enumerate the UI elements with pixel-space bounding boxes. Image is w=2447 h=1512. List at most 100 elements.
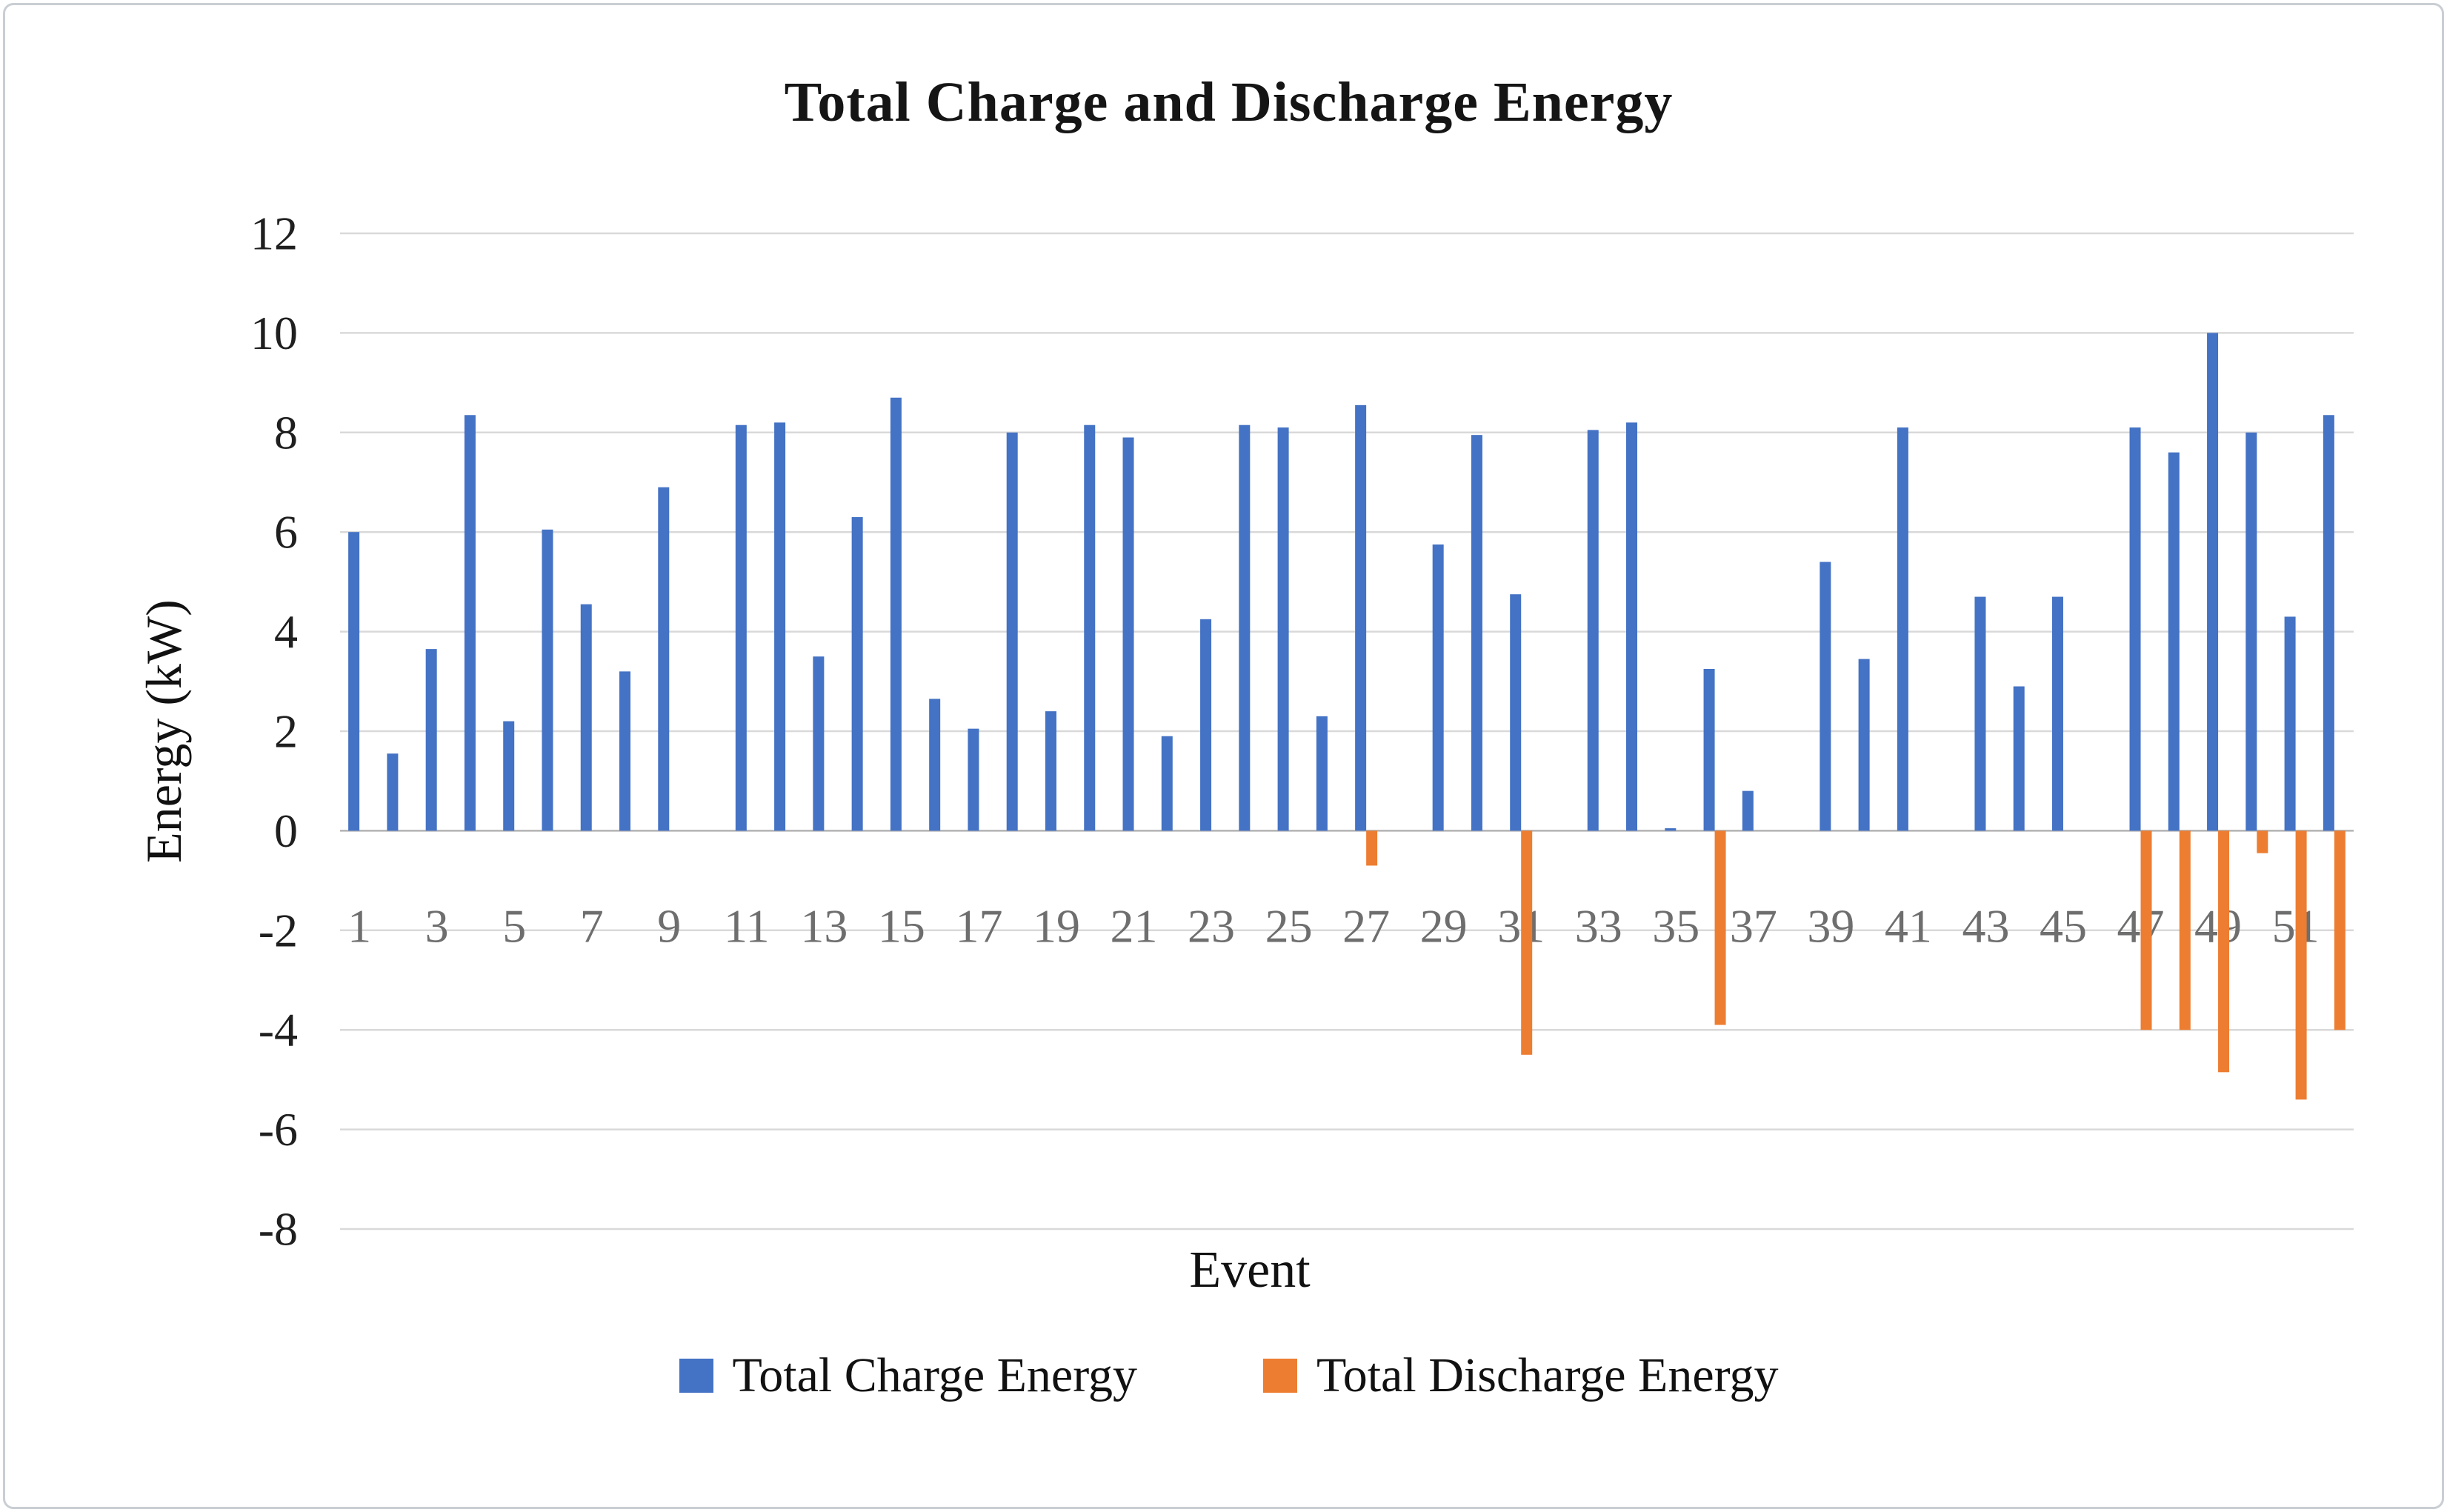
x-tick-label-7: 7 <box>580 900 604 953</box>
x-tick-label-19: 19 <box>1033 900 1080 953</box>
y-tick-label-10: 10 <box>250 307 298 359</box>
y-tick-label-0: 0 <box>274 805 298 857</box>
bar-charge-15 <box>890 397 902 831</box>
bar-discharge-49 <box>2218 830 2230 1073</box>
bar-charge-52 <box>2323 415 2334 831</box>
x-tick-label-13: 13 <box>800 900 848 953</box>
bar-charge-17 <box>968 728 979 831</box>
x-tick-label-43: 43 <box>1962 900 2009 953</box>
bar-charge-9 <box>658 487 670 831</box>
bar-charge-41 <box>1897 427 1908 831</box>
legend-label-charge: Total Charge Energy <box>732 1348 1138 1402</box>
bar-charge-16 <box>929 699 941 831</box>
legend-label-discharge: Total Discharge Energy <box>1316 1348 1779 1402</box>
bar-charge-3 <box>425 649 437 831</box>
x-tick-label-11: 11 <box>724 900 770 953</box>
bar-discharge-50 <box>2257 830 2268 853</box>
bar-charge-43 <box>1974 596 1986 831</box>
x-tick-label-17: 17 <box>955 900 1002 953</box>
legend-item-charge: Total Charge Energy <box>679 1348 1137 1404</box>
legend-item-discharge: Total Discharge Energy <box>1263 1348 1778 1404</box>
x-tick-label-15: 15 <box>878 900 925 953</box>
x-tick-label-33: 33 <box>1575 900 1622 953</box>
bar-charge-29 <box>1432 544 1444 831</box>
bar-charge-31 <box>1510 594 1522 831</box>
x-axis-title: Event <box>1189 1242 1311 1299</box>
y-tick-label-6: 6 <box>274 506 298 559</box>
bar-discharge-52 <box>2334 830 2346 1030</box>
y-tick-label-8: 8 <box>274 406 298 459</box>
bar-charge-40 <box>1858 659 1870 831</box>
bar-charge-20 <box>1084 424 1096 831</box>
bar-charge-19 <box>1045 711 1056 831</box>
bar-charge-21 <box>1122 437 1134 831</box>
x-tick-label-9: 9 <box>657 900 681 953</box>
bar-charge-7 <box>580 604 592 831</box>
bar-charge-13 <box>813 656 825 831</box>
bar-charge-48 <box>2168 452 2180 831</box>
y-tick-label--4: -4 <box>259 1004 298 1056</box>
bar-charge-51 <box>2284 616 2296 831</box>
bar-charge-34 <box>1626 422 1638 831</box>
bar-charge-35 <box>1665 828 1677 831</box>
x-tick-label-3: 3 <box>425 900 449 953</box>
bar-charge-44 <box>2013 686 2025 831</box>
x-tick-label-45: 45 <box>2040 900 2087 953</box>
charge-series-swatch-icon <box>679 1359 713 1393</box>
bar-charge-36 <box>1703 669 1715 831</box>
bar-charge-6 <box>542 529 553 831</box>
bar-charge-24 <box>1239 424 1251 831</box>
x-tick-label-1: 1 <box>347 900 371 953</box>
bar-charge-45 <box>2051 596 2063 831</box>
bar-discharge-31 <box>1521 830 1533 1055</box>
x-tick-label-29: 29 <box>1420 900 1468 953</box>
bar-discharge-36 <box>1714 830 1726 1025</box>
bar-charge-37 <box>1742 790 1754 831</box>
bar-charge-23 <box>1200 619 1212 831</box>
y-tick-label-4: 4 <box>274 605 298 658</box>
bar-charge-26 <box>1316 716 1328 831</box>
bar-charge-4 <box>464 415 476 831</box>
bar-discharge-51 <box>2295 830 2307 1100</box>
bar-charge-30 <box>1471 435 1482 831</box>
y-tick-label--8: -8 <box>259 1203 298 1256</box>
bar-charge-33 <box>1587 430 1599 831</box>
bar-charge-39 <box>1820 562 1831 831</box>
bar-charge-5 <box>503 721 515 831</box>
x-tick-label-37: 37 <box>1730 900 1777 953</box>
bar-charge-12 <box>774 422 786 831</box>
x-tick-label-41: 41 <box>1885 900 1932 953</box>
x-tick-label-21: 21 <box>1111 900 1158 953</box>
x-tick-label-27: 27 <box>1342 900 1390 953</box>
discharge-series-swatch-icon <box>1263 1359 1298 1393</box>
bar-charge-25 <box>1277 427 1289 831</box>
bar-charge-50 <box>2245 432 2257 831</box>
legend: Total Charge Energy Total Discharge Ener… <box>5 1348 2442 1404</box>
chart-title: Total Charge and Discharge Energy <box>784 71 1674 133</box>
bar-charge-22 <box>1161 736 1173 831</box>
bar-charge-49 <box>2207 333 2219 831</box>
y-tick-label-2: 2 <box>274 705 298 758</box>
bar-discharge-48 <box>2179 830 2191 1030</box>
bar-charge-14 <box>851 517 863 831</box>
x-tick-label-5: 5 <box>502 900 526 953</box>
bar-charge-18 <box>1006 432 1018 831</box>
x-tick-label-39: 39 <box>1807 900 1854 953</box>
x-tick-label-23: 23 <box>1188 900 1235 953</box>
bar-charge-1 <box>348 532 360 831</box>
y-axis-title: Energy (kW) <box>136 599 192 863</box>
bar-discharge-47 <box>2140 830 2152 1030</box>
x-tick-label-35: 35 <box>1652 900 1699 953</box>
x-tick-label-25: 25 <box>1265 900 1313 953</box>
chart-figure: 12 10 8 6 4 2 0 -2 -4 -6 -8 1 3 5 7 9 11 13 15 17 19 21 23 25 27… <box>3 3 2444 1509</box>
bar-charge-8 <box>619 671 631 831</box>
bar-charge-11 <box>735 424 747 831</box>
bar-charge-27 <box>1355 404 1367 831</box>
y-tick-label--6: -6 <box>259 1103 298 1156</box>
bar-charge-47 <box>2129 427 2141 831</box>
y-tick-label-12: 12 <box>250 207 298 260</box>
bar-discharge-27 <box>1366 830 1378 866</box>
bar-charge-2 <box>387 753 399 831</box>
y-tick-label--2: -2 <box>259 904 298 956</box>
